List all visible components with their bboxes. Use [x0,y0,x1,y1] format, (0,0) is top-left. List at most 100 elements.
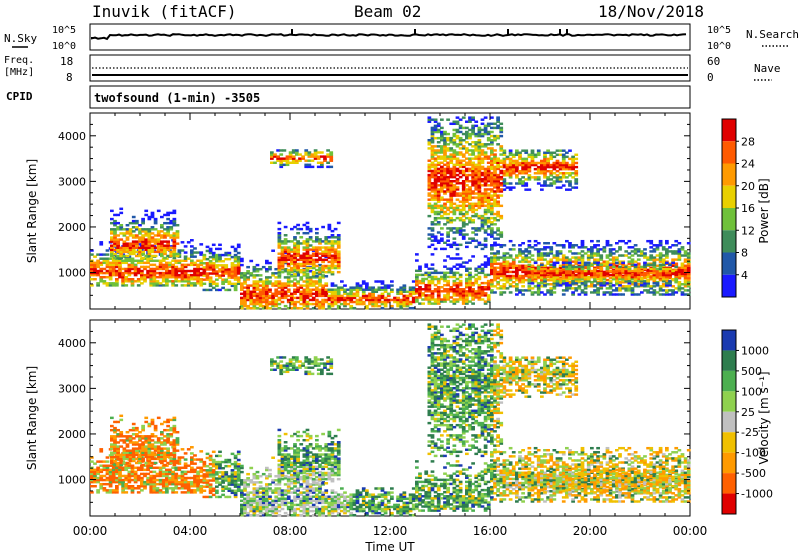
power-cell [602,273,607,277]
power-cell [318,246,322,249]
power-cell [311,246,316,249]
power-cell [599,267,604,271]
power-cell [274,276,279,279]
power-cell [483,151,488,154]
power-cell [521,163,525,167]
power-cell [138,248,142,252]
power-cell [618,267,622,271]
power-cell [527,252,532,255]
power-cell [580,262,585,265]
power-cell [377,288,382,291]
power-cell [171,259,175,262]
power-cell [577,246,582,249]
power-cell [128,230,133,233]
power-cell [540,263,544,267]
power-cell [424,277,429,281]
power-cell [218,268,222,271]
power-ytick-label: 2000 [58,221,86,234]
power-cell [655,273,660,277]
power-cell [102,253,107,256]
power-cell [186,282,191,285]
power-cell [655,248,660,251]
power-cell [318,263,322,267]
power-cell [561,167,566,171]
power-cell [186,275,191,279]
power-cell [296,286,300,289]
power-cell [655,267,660,271]
power-cell [155,267,160,271]
power-cell [508,157,513,161]
power-cell [268,267,272,271]
power-cell [555,271,560,275]
power-cell [280,240,285,243]
power-cell [111,284,116,287]
power-cell [119,246,124,250]
power-cell [415,292,419,295]
power-cell [199,284,204,287]
power-cell [427,283,432,287]
power-cell [640,278,644,281]
power-cell [583,275,588,279]
power-cell [315,227,319,231]
power-cell [113,238,117,241]
power-cell [649,267,654,271]
power-cell [233,253,238,257]
power-cell [574,169,579,173]
power-cell [533,266,538,270]
power-cell [172,256,177,260]
power-cell [124,261,129,265]
power-cell [330,229,335,233]
power-cell [471,116,475,119]
power-cell [561,184,566,187]
power-ytick-label: 4000 [58,130,86,143]
power-cell [665,284,669,287]
power-cell [583,287,588,290]
power-cell [336,296,341,300]
power-cell [302,292,307,296]
power-cell [415,269,419,273]
power-cell [205,264,210,267]
power-cell [627,282,632,285]
power-cell [552,275,557,279]
power-cell [150,215,155,219]
power-cell [436,288,441,291]
power-cell [508,291,513,294]
power-cell [649,250,654,253]
power-cell [243,274,247,277]
power-cell [286,272,291,276]
power-cell [286,256,291,260]
power-cell [271,294,275,298]
power-cell [236,276,241,279]
power-cell [277,234,282,237]
power-cell [480,271,485,275]
power-cell [427,285,432,289]
power-cell [165,271,169,275]
power-cell [546,161,550,165]
power-cell [105,253,110,256]
power-cell [208,280,213,283]
power-cell [543,161,547,165]
power-cell [227,282,232,286]
power-cell [161,263,166,267]
power-cell [530,276,535,280]
power-cell [265,298,269,302]
power-cell [511,169,516,173]
power-cell [674,252,679,255]
power-cell [652,258,657,261]
power-cell [258,300,263,304]
power-cell [293,244,297,247]
power-cell [671,258,675,261]
power-cell [296,250,300,253]
power-cell [543,159,547,163]
power-cell [93,273,97,277]
power-cell [215,247,219,251]
power-cell [543,157,547,161]
power-cell [493,256,497,259]
power-cell [115,273,119,277]
power-cell [599,287,604,290]
power-cell [293,238,297,241]
power-cell [533,161,538,165]
power-cell [665,254,669,257]
power-cell [483,243,488,247]
power-cell [615,269,619,273]
